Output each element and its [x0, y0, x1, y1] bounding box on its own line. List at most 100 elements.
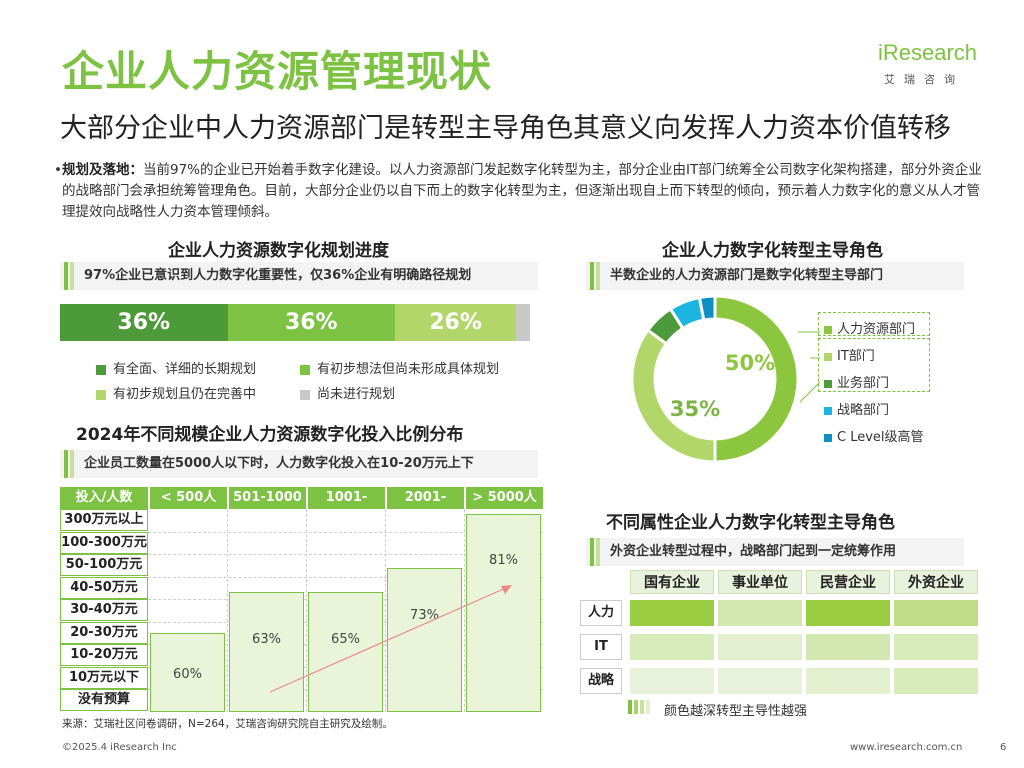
heatmap-cell — [894, 600, 978, 626]
planning-stacked-bar: 36% 36% 26% — [60, 304, 530, 341]
callout-text: 97%企业已意识到人力数字化重要性，仅36%企业有明确路径规划 — [84, 268, 472, 283]
attribute-title: 不同属性企业人力数字化转型主导角色 — [606, 513, 895, 533]
table-column-header: 501-1000 — [229, 487, 306, 509]
logo-subtext: 艾瑞咨询 — [884, 73, 964, 86]
callout-text: 外资企业转型过程中，战略部门起到一定统筹作用 — [610, 544, 897, 559]
footer-url[interactable]: www.iresearch.com.cn — [850, 742, 963, 753]
legend-label: 有全面、详细的长期规划 — [113, 362, 257, 377]
investment-step-block — [308, 592, 383, 712]
attribute-callout: 外资企业转型过程中，战略部门起到一定统筹作用 — [586, 538, 964, 566]
table-column-header: 2001-5000 — [387, 487, 464, 527]
investment-step-value: 65% — [331, 631, 360, 647]
donut-percent-label: 50% — [725, 351, 775, 375]
legend-label: 人力资源部门 — [837, 322, 916, 337]
legend-item-no-plan: 尚未进行规划 — [300, 383, 395, 402]
stacked-bar-segment: 36% — [60, 304, 228, 341]
stacked-bar-value-label: 36% — [284, 310, 338, 335]
callout-accent-bar-light — [70, 450, 74, 478]
lead-role-title: 企业人力数字化转型主导角色 — [662, 241, 883, 261]
legend-swatch — [824, 325, 832, 334]
table-grid-line — [306, 509, 307, 712]
donut-legend-item: 人力资源部门 — [824, 318, 915, 337]
heatmap-cell — [894, 668, 978, 694]
table-grid-line — [148, 554, 543, 555]
investment-title: 2024年不同规模企业人力资源数字化投入比例分布 — [76, 425, 464, 445]
investment-step-value: 81% — [489, 553, 518, 569]
iresearch-logo: iResearch 艾瑞咨询 — [878, 40, 988, 88]
investment-step-block — [466, 513, 541, 712]
donut-leader-line — [799, 381, 821, 403]
legend-swatch — [824, 406, 832, 415]
donut-legend-item: 业务部门 — [824, 372, 889, 391]
heatmap-cell — [630, 668, 714, 694]
investment-step-block — [150, 632, 225, 712]
trend-arrow-line — [269, 586, 509, 693]
legend-dashed-box — [818, 312, 930, 336]
heatmap-cell — [718, 668, 802, 694]
legend-label: C Level级高管 — [837, 430, 924, 445]
heatmap-cell — [630, 600, 714, 626]
legend-item-improving: 有初步规划且仍在完善中 — [96, 383, 256, 402]
callout-text: 半数企业的人力资源部门是数字化转型主导部门 — [610, 268, 884, 283]
table-row-label: 10万元以下 — [60, 666, 148, 689]
donut-legend-item: IT部门 — [824, 345, 875, 364]
legend-swatch — [824, 379, 832, 388]
heatmap-cell — [718, 634, 802, 660]
investment-step-value: 63% — [252, 631, 281, 647]
heatmap-legend-swatch — [628, 700, 658, 714]
planning-progress-title: 企业人力资源数字化规划进度 — [168, 241, 389, 261]
footer-copyright: ©2025.4 iResearch Inc — [62, 742, 177, 753]
table-corner-header: 投入/人数 — [60, 487, 148, 509]
donut-legend-item: C Level级高管 — [824, 426, 924, 445]
logo-text: iResearch — [878, 40, 978, 65]
legend-item-initial-idea: 有初步想法但尚未形成具体规划 — [300, 358, 499, 377]
heatmap-cell — [806, 634, 890, 660]
source-note: 来源：艾瑞社区问卷调研，N=264，艾瑞咨询研究院自主研究及绘制。 — [62, 718, 393, 730]
stacked-bar-value-label: 26% — [429, 310, 482, 335]
intro-paragraph: • 规划及落地：当前97%的企业已开始着手数字化建设。以人力资源部门发起数字化转… — [54, 160, 982, 223]
callout-accent-bar — [590, 262, 594, 290]
lead-role-callout: 半数企业的人力资源部门是数字化转型主导部门 — [586, 262, 964, 290]
investment-callout: 企业员工数量在5000人以下时，人力数字化投入在10-20万元上下 — [60, 450, 538, 478]
legend-swatch — [96, 364, 106, 375]
legend-swatch — [300, 364, 310, 375]
legend-label: IT部门 — [837, 349, 875, 364]
heatmap-cell — [806, 600, 890, 626]
table-row-label: 300万元以上 — [60, 509, 148, 531]
callout-accent-bar-light — [596, 538, 600, 566]
donut-slice — [697, 294, 717, 322]
table-row-label: 20-30万元 — [60, 621, 148, 644]
stacked-bar-value-label: 36% — [117, 310, 171, 335]
legend-label: 战略部门 — [837, 403, 890, 418]
callout-accent-bar-light — [596, 262, 600, 290]
heatmap-column-header: 民营企业 — [806, 570, 890, 594]
trend-arrow-head — [501, 585, 512, 594]
table-grid-line — [148, 576, 543, 578]
investment-step-block — [387, 567, 462, 712]
heatmap-column-header: 国有企业 — [630, 570, 714, 594]
stacked-bar-segment: 26% — [395, 304, 517, 341]
planning-progress-callout: 97%企业已意识到人力数字化重要性，仅36%企业有明确路径规划 — [60, 262, 538, 290]
heatmap-column-header: 外资企业 — [894, 570, 978, 594]
page-title: 企业人力资源管理现状 — [62, 47, 493, 96]
heatmap-cell — [806, 668, 890, 694]
lead-role-donut-chart: 50%35% — [630, 294, 821, 464]
table-row-label: 10-20万元 — [60, 644, 148, 666]
stacked-bar-segment: 36% — [227, 304, 396, 341]
table-row-label: 40-50万元 — [60, 576, 148, 599]
heatmap-column-header: 事业单位 — [718, 570, 802, 594]
investment-step-block — [229, 592, 304, 712]
callout-accent-bar — [590, 538, 594, 566]
page-number: 6 — [1000, 742, 1007, 753]
legend-swatch — [96, 389, 106, 400]
heatmap-cell — [718, 600, 802, 626]
callout-accent-bar-light — [70, 262, 74, 290]
legend-swatch — [824, 352, 832, 361]
investment-table: 投入/人数 < 500人 501-1000 1001-2000 2001-5000 > 5… — [60, 487, 545, 713]
heatmap-cell — [630, 634, 714, 660]
page-subtitle: 大部分企业中人力资源部门是转型主导角色其意义向发挥人力资本价值转移 — [60, 113, 951, 144]
intro-text: 当前97%的企业已开始着手数字化建设。以人力资源部门发起数字化转型为主，部分企业… — [62, 162, 982, 220]
heatmap-row-label: IT — [580, 634, 622, 660]
intro-label: 规划及落地： — [62, 162, 143, 178]
trend-arrow — [269, 585, 512, 693]
